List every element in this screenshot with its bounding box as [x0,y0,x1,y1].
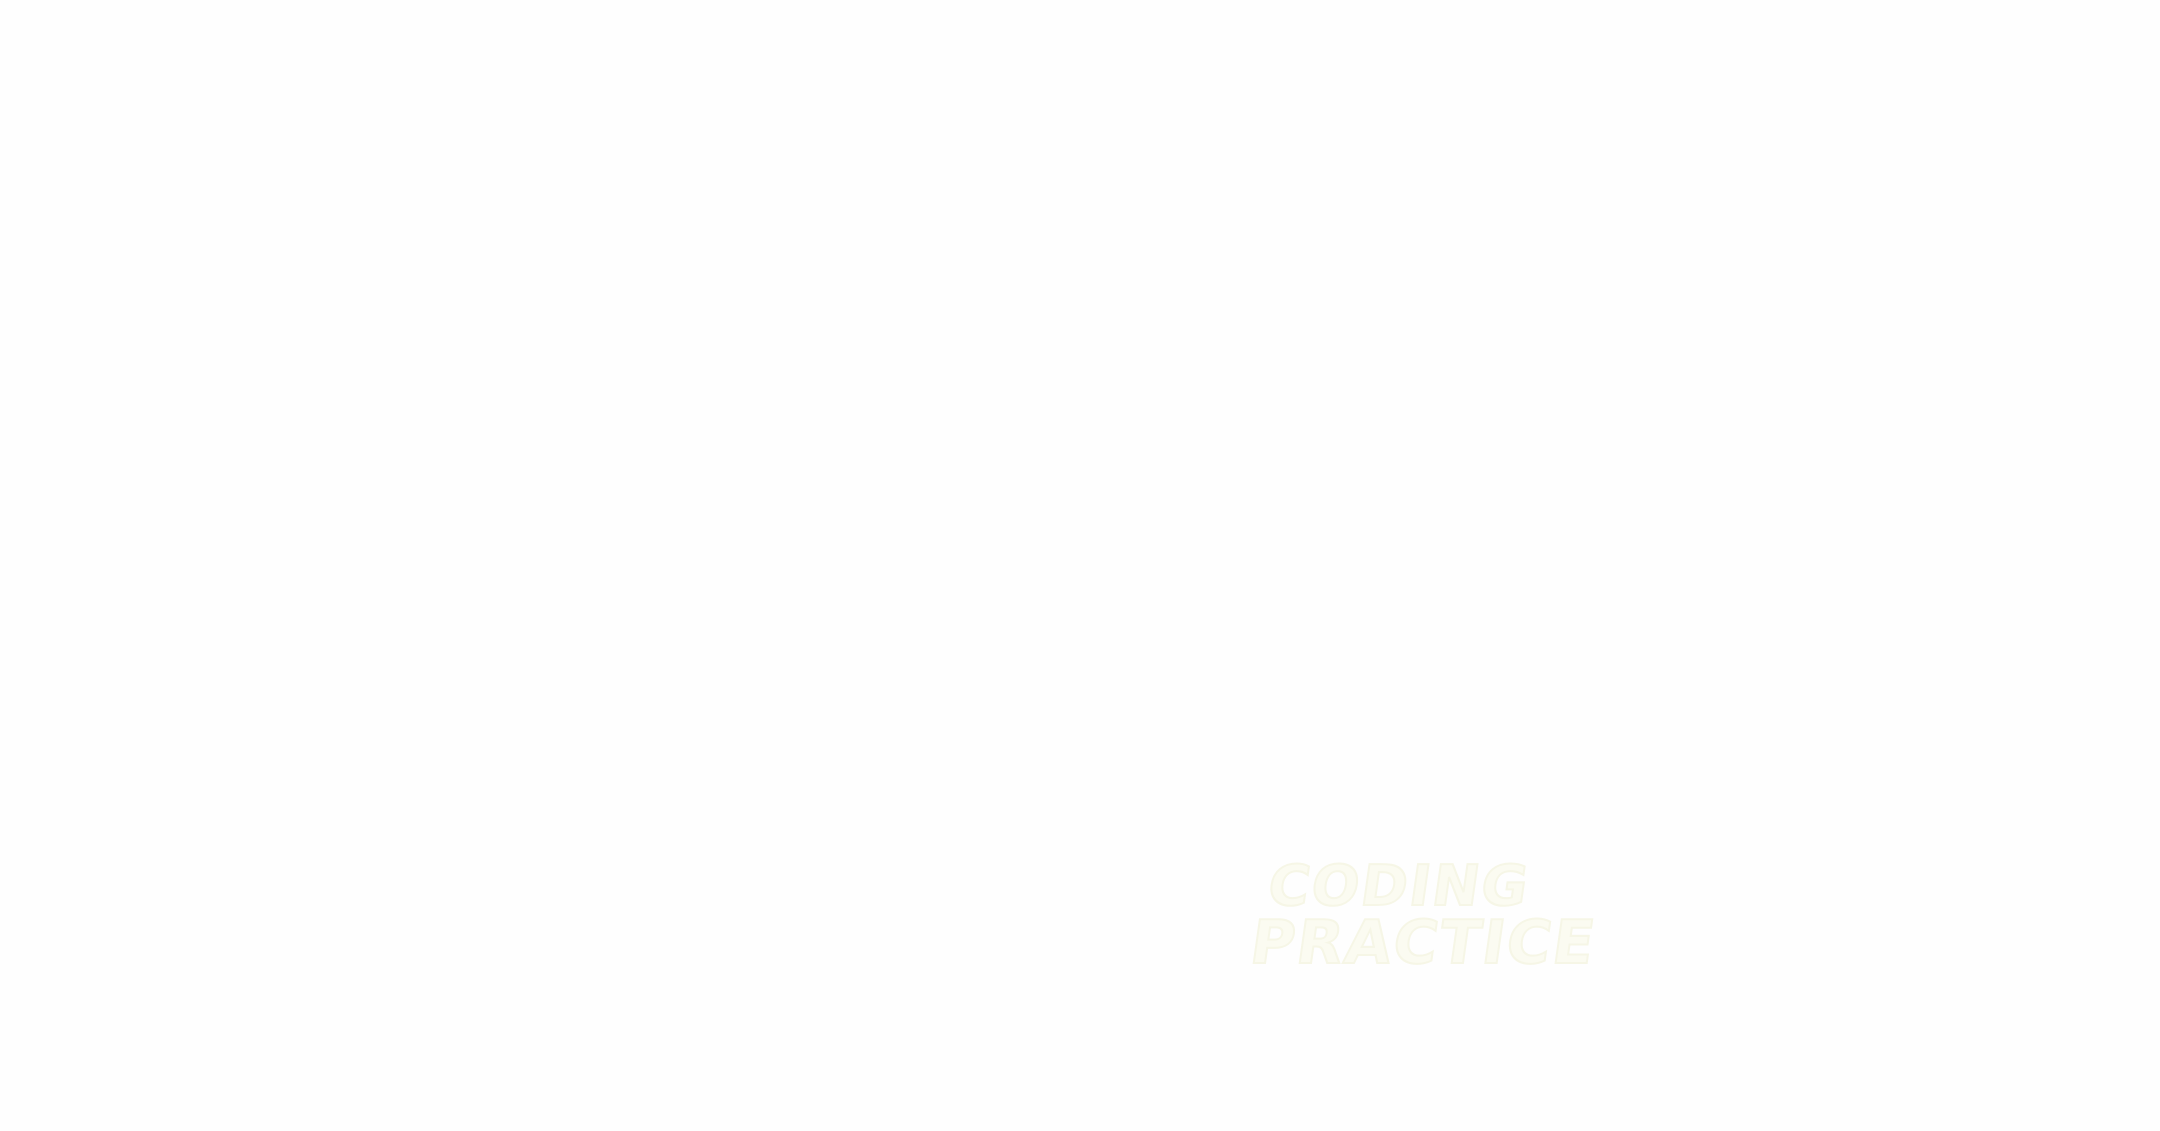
logo-text-line-1: CODING [1263,853,1535,920]
logo-text-line-2: PRACTICE [1245,907,1602,979]
coding-practice-logo: CODING PRACTICE [1245,853,1602,979]
